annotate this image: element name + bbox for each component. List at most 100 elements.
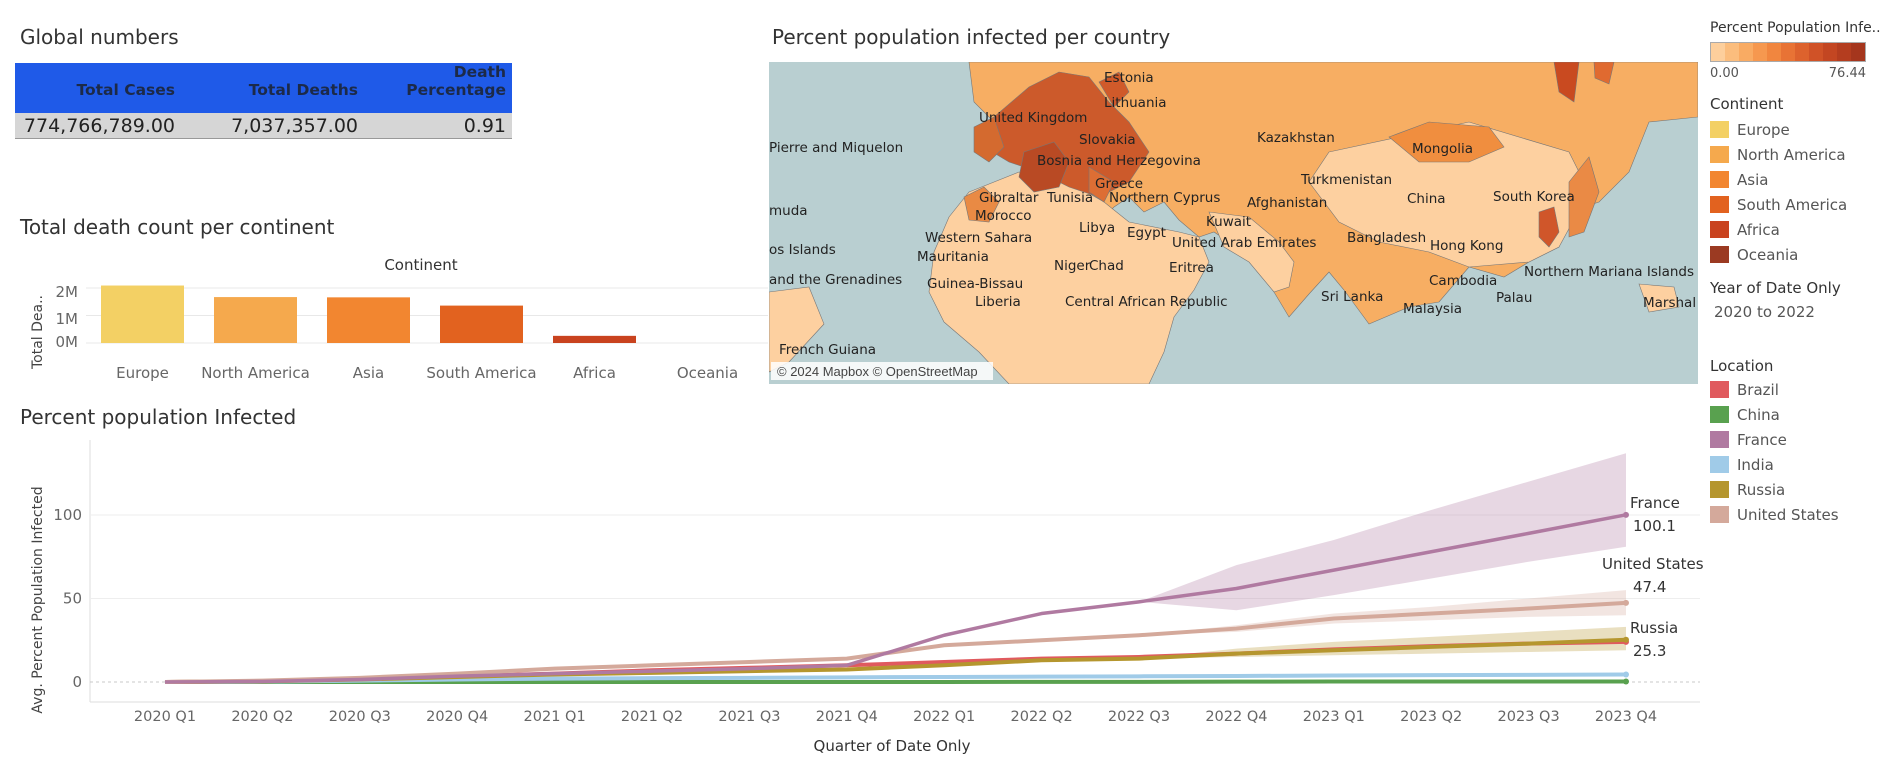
series-endpoint[interactable] xyxy=(1623,599,1629,606)
line-x-tick: 2022 Q2 xyxy=(1011,709,1073,725)
map-south-america-edge xyxy=(769,286,825,373)
location-legend-item-brazil[interactable]: Brazil xyxy=(1710,377,1875,402)
map-attribution-bg xyxy=(771,362,993,380)
line-x-tick: 2023 Q3 xyxy=(1498,709,1560,725)
map-country-label: Greece xyxy=(1095,176,1143,192)
location-legend-label: Brazil xyxy=(1737,380,1779,399)
location-legend-item-united-states[interactable]: United States xyxy=(1710,502,1875,527)
map-korea xyxy=(1538,206,1560,248)
color-ramp-step xyxy=(1795,43,1809,61)
color-ramp-step xyxy=(1711,43,1725,61)
continent-legend-label: Oceania xyxy=(1737,245,1799,264)
color-ramp-step xyxy=(1725,43,1739,61)
year-filter-title: Year of Date Only xyxy=(1710,279,1841,297)
choropleth-map[interactable]: Estonia Lithuania United Kingdom Slovakia Bo… xyxy=(769,62,1698,384)
location-legend-label: United States xyxy=(1737,505,1839,524)
continent-swatch xyxy=(1710,171,1729,188)
location-legend-item-france[interactable]: France xyxy=(1710,427,1875,452)
continent-legend-item-asia[interactable]: Asia xyxy=(1710,167,1875,192)
location-legend-label: India xyxy=(1737,455,1774,474)
line-y-tick: 0 xyxy=(72,673,82,691)
color-ramp-step xyxy=(1739,43,1753,61)
line-x-tick: 2022 Q4 xyxy=(1205,709,1267,725)
map-france xyxy=(1018,141,1070,193)
color-ramp-max: 76.44 xyxy=(1828,66,1866,81)
map-pacific-islands xyxy=(1638,283,1680,313)
color-ramp[interactable] xyxy=(1710,42,1866,62)
continent-legend-label: Africa xyxy=(1737,220,1780,239)
continent-legend-item-oceania[interactable]: Oceania xyxy=(1710,242,1875,267)
series-endpoint[interactable] xyxy=(1623,671,1629,678)
location-legend-title: Location xyxy=(1710,357,1774,375)
map-attribution[interactable]: © 2024 Mapbox © OpenStreetMap xyxy=(777,364,978,379)
map-country-label: Palau xyxy=(1496,290,1532,306)
continent-legend-item-europe[interactable]: Europe xyxy=(1710,117,1875,142)
end-label-value: 47.4 xyxy=(1633,578,1666,596)
continent-swatch xyxy=(1710,146,1729,163)
map-japan xyxy=(1568,156,1600,238)
map-country-label: and the Grenadines xyxy=(769,272,902,288)
continent-legend-label: Asia xyxy=(1737,170,1769,189)
map-country-label: Kuwait xyxy=(1206,214,1251,230)
bar-europe[interactable] xyxy=(101,285,184,343)
map-country-label: Bangladesh xyxy=(1347,230,1426,246)
map-country-label: Hong Kong xyxy=(1430,238,1503,254)
line-x-tick: 2021 Q2 xyxy=(621,709,683,725)
global-numbers-header-row: Total Cases Total Deaths Death Percentag… xyxy=(15,63,512,113)
map-country-label: Guinea-Bissau xyxy=(927,276,1023,292)
year-filter-value[interactable]: 2020 to 2022 xyxy=(1714,303,1815,321)
header-death-percentage: Death Percentage xyxy=(406,63,506,99)
line-x-tick: 2023 Q4 xyxy=(1595,709,1657,725)
map-country-label: Turkmenistan xyxy=(1300,172,1392,188)
location-legend-item-china[interactable]: China xyxy=(1710,402,1875,427)
map-country-label: Marshal xyxy=(1643,295,1696,311)
infection-line-chart: Avg. Percent Population Infected Quarter… xyxy=(30,440,1704,755)
continent-legend-item-north-america[interactable]: North America xyxy=(1710,142,1875,167)
location-swatch xyxy=(1710,381,1729,398)
location-legend-item-russia[interactable]: Russia xyxy=(1710,477,1875,502)
location-legend-label: China xyxy=(1737,405,1780,424)
bar-africa[interactable] xyxy=(553,335,636,343)
series-endpoint[interactable] xyxy=(1623,678,1629,685)
color-ramp-min: 0.00 xyxy=(1710,66,1739,81)
bar-x-tick-label: Oceania xyxy=(677,364,738,382)
map-italy xyxy=(1088,166,1115,203)
end-label-name: France xyxy=(1630,494,1680,512)
location-legend-label: Russia xyxy=(1737,480,1786,499)
map-country-label: Niger xyxy=(1054,258,1091,274)
map-country-label: Kazakhstan xyxy=(1257,130,1335,146)
color-ramp-step xyxy=(1823,43,1837,61)
map-country-label: Afghanistan xyxy=(1247,195,1327,211)
location-swatch xyxy=(1710,456,1729,473)
series-endpoint[interactable] xyxy=(1623,636,1629,643)
series-line-france[interactable] xyxy=(164,513,1627,684)
map-baltics xyxy=(1098,71,1130,108)
color-ramp-step xyxy=(1781,43,1795,61)
continent-bar-chart: Continent Total Dea.. 2M 1M 0M Europe Nor… xyxy=(30,256,768,382)
map-country-label: Gibraltar xyxy=(979,190,1039,206)
line-x-tick: 2020 Q4 xyxy=(426,709,488,725)
continent-legend-item-africa[interactable]: Africa xyxy=(1710,217,1875,242)
bar-asia[interactable] xyxy=(327,297,410,343)
bar-x-tick-label: South America xyxy=(426,364,536,382)
bar-north-america[interactable] xyxy=(214,297,297,343)
series-endpoint[interactable] xyxy=(1623,511,1629,518)
map-country-label: Slovakia xyxy=(1079,132,1136,148)
line-x-tick: 2020 Q2 xyxy=(231,709,293,725)
global-numbers-value-row[interactable]: 774,766,789.00 7,037,357.00 0.91 xyxy=(15,113,512,139)
line-y-axis-label: Avg. Percent Population Infected xyxy=(30,486,46,713)
location-legend-item-india[interactable]: India xyxy=(1710,452,1875,477)
map-country-label: Northern Mariana Islands xyxy=(1524,264,1694,280)
continent-legend-item-south-america[interactable]: South America xyxy=(1710,192,1875,217)
bar-south-america[interactable] xyxy=(440,305,523,343)
map-finland xyxy=(1593,62,1615,85)
legend-panel: Percent Population Infe.. 0.00 76.44 Con… xyxy=(1710,20,1880,527)
color-ramp-step xyxy=(1767,43,1781,61)
end-label-name: Russia xyxy=(1630,619,1678,637)
location-swatch xyxy=(1710,506,1729,523)
map-scandinavia xyxy=(1553,62,1580,103)
map-country-label: Western Sahara xyxy=(925,230,1032,246)
map-country-label: United Kingdom xyxy=(979,110,1087,126)
line-x-tick: 2023 Q2 xyxy=(1400,709,1462,725)
map-country-label: Pierre and Miquelon xyxy=(769,140,903,156)
